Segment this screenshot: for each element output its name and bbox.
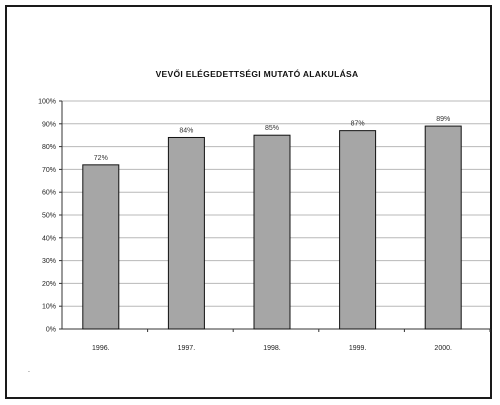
data-label: 87%: [351, 121, 365, 128]
bar: [339, 130, 377, 330]
x-tick-label: 2000.: [434, 345, 452, 352]
x-tick-label: 1998.: [263, 345, 281, 352]
data-label: 84%: [179, 127, 193, 134]
tick-labels: 0% 10% 20% 30% 40% 50% 60% 70% 80% 90% 100% 1996. 19…: [38, 99, 452, 353]
y-tick-label: 60%: [42, 190, 56, 197]
y-tick-label: 30%: [42, 258, 56, 265]
x-tick-label: 1999.: [349, 345, 367, 352]
y-tick-label: 70%: [42, 167, 56, 174]
x-tick-label: 1997.: [178, 345, 196, 352]
chart-title: VEVŐI ELÉGEDETTSÉGI MUTATÓ ALAKULÁSA: [156, 68, 359, 79]
data-label: 89%: [436, 116, 450, 123]
bar: [424, 125, 462, 330]
y-tick-label: 90%: [42, 121, 56, 128]
y-tick-label: 20%: [42, 281, 56, 288]
data-label: 72%: [94, 155, 108, 162]
x-tick-label: 1996.: [92, 345, 110, 352]
bars: [82, 125, 462, 330]
data-labels: 72% 84% 85% 87% 89%: [94, 116, 450, 162]
y-tick-label: 80%: [42, 144, 56, 151]
data-label: 85%: [265, 125, 279, 132]
bar: [82, 164, 120, 330]
y-tick-label: 50%: [42, 213, 56, 220]
y-tick-label: 40%: [42, 235, 56, 242]
y-tick-label: 10%: [42, 304, 56, 311]
footnote-mark: .: [28, 367, 30, 374]
y-tick-label: 0%: [46, 327, 56, 334]
grid-lines: [62, 100, 490, 307]
bar: [253, 134, 291, 330]
y-tick-label: 100%: [38, 99, 56, 106]
bar: [167, 136, 205, 330]
